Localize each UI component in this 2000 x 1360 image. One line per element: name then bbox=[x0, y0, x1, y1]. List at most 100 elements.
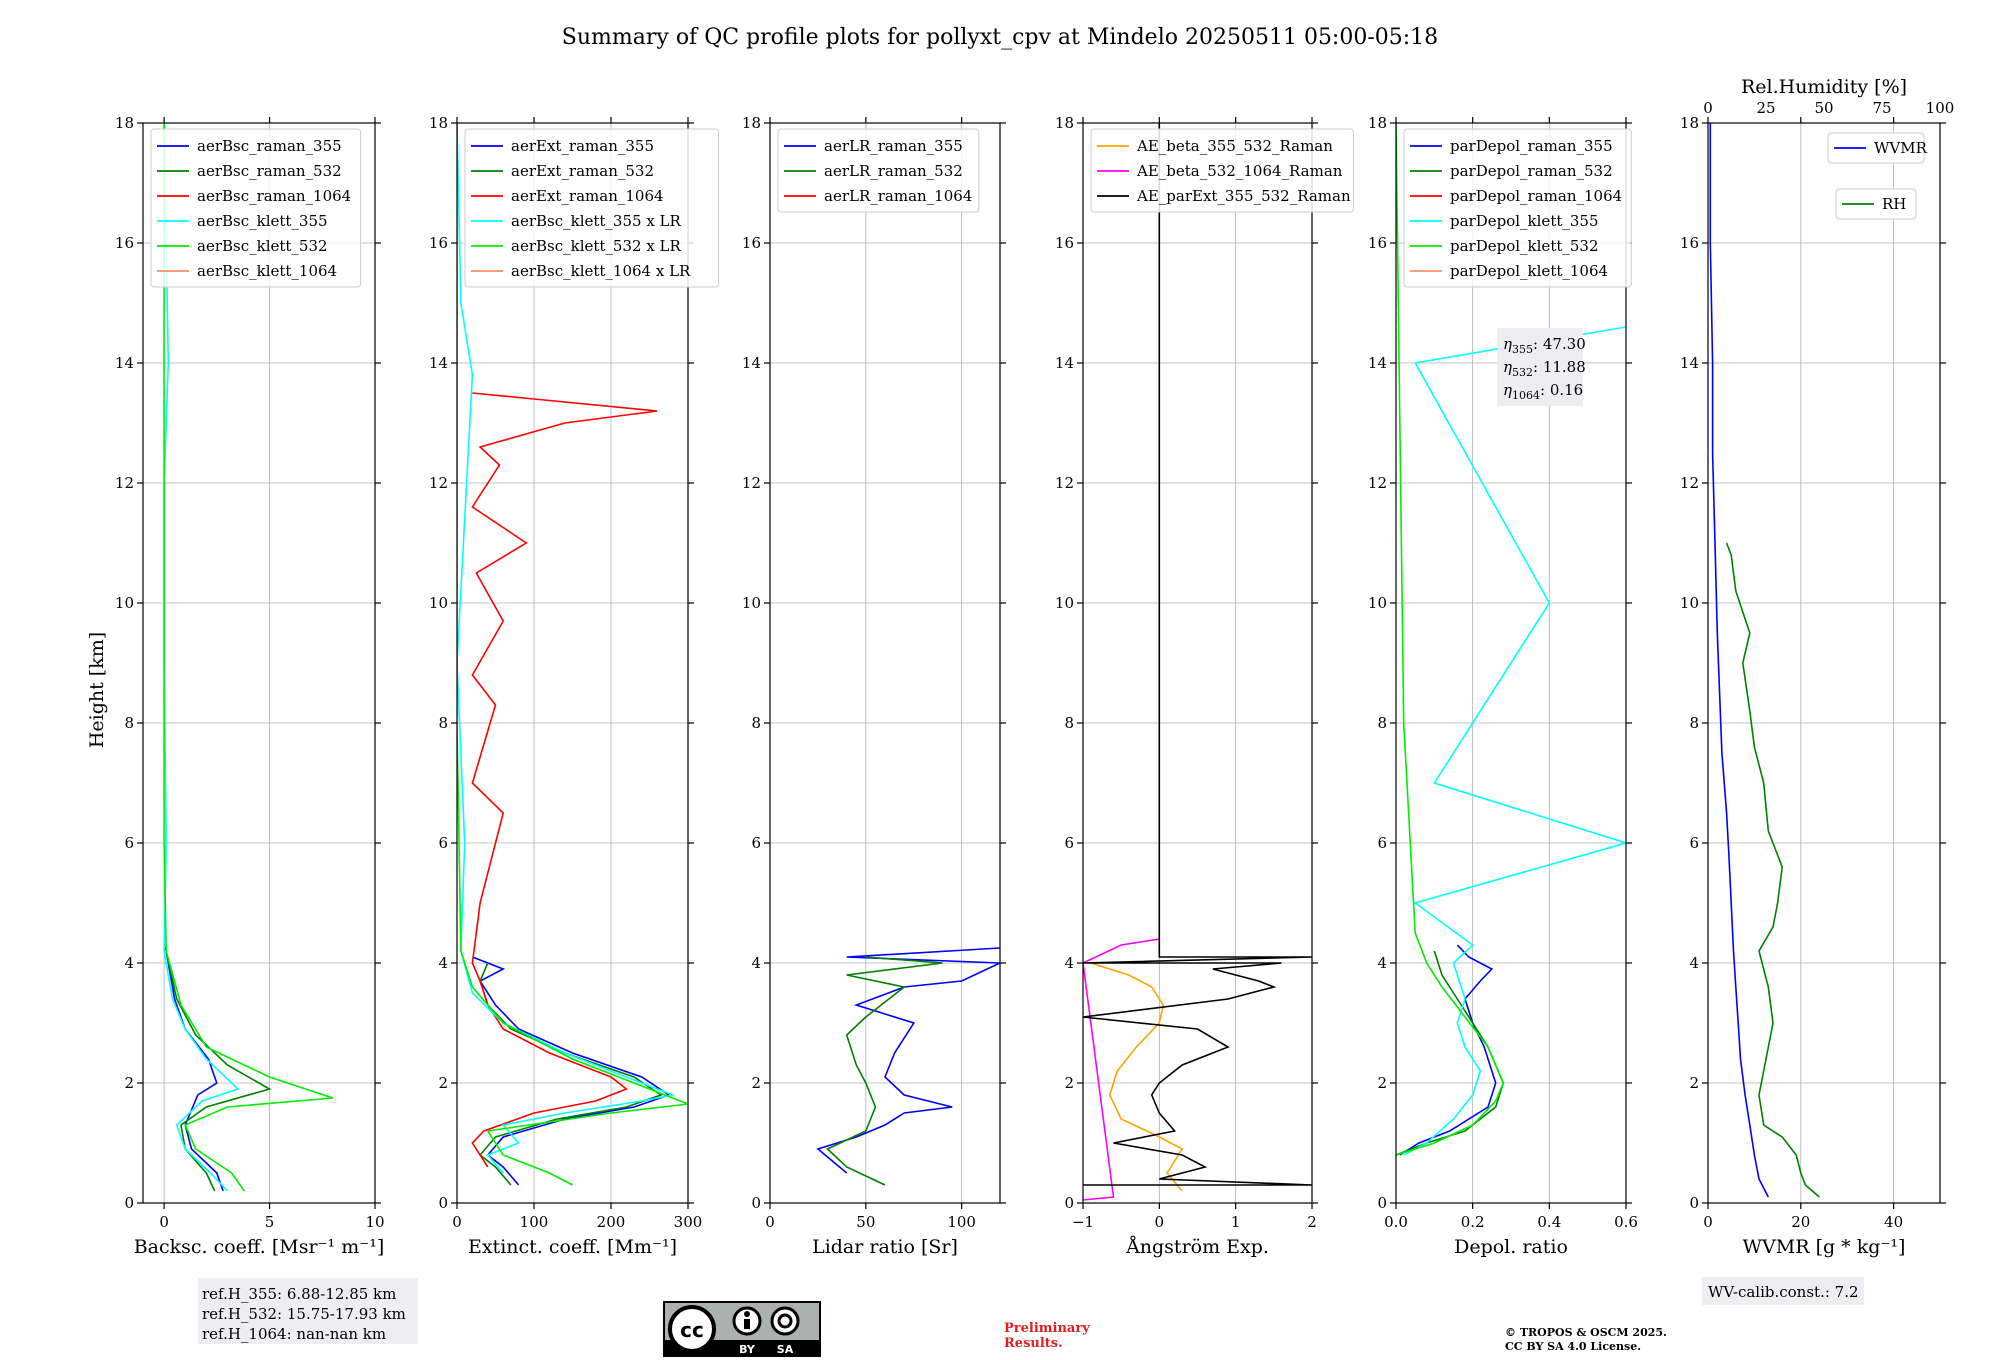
y-tick-label: 18 bbox=[115, 114, 134, 132]
legend-label: parDepol_klett_532 bbox=[1450, 237, 1599, 255]
y-tick-label: 6 bbox=[751, 834, 761, 852]
y-tick-label: 2 bbox=[438, 1074, 448, 1092]
x-tick-label: 50 bbox=[856, 1213, 875, 1231]
x-tick-label: 100 bbox=[520, 1213, 549, 1231]
y-tick-label: 6 bbox=[438, 834, 448, 852]
preliminary-line-1: Preliminary bbox=[1004, 1321, 1090, 1336]
series-line-parDepol_klett_355 bbox=[1403, 326, 1626, 1156]
axes-frame bbox=[142, 122, 376, 1204]
series-group bbox=[816, 947, 1000, 1186]
y-tick-label: 16 bbox=[115, 234, 134, 252]
legend-box bbox=[777, 128, 980, 213]
x-tick-label: 10 bbox=[365, 1213, 384, 1231]
legend-label: aerBsc_raman_355 bbox=[197, 137, 342, 155]
legend-box bbox=[1403, 128, 1632, 288]
series-line-aerBsc_raman_532 bbox=[165, 950, 272, 1192]
legend-label: aerBsc_klett_355 bbox=[197, 212, 328, 230]
series-line-aerBsc_klett_532 x LR bbox=[457, 123, 688, 1186]
series-group bbox=[1083, 123, 1312, 1201]
shared-y-axis-label: Height [km] bbox=[86, 632, 108, 748]
y-tick-label: 8 bbox=[1377, 714, 1387, 732]
y-tick-label: 0 bbox=[751, 1194, 761, 1212]
legend-box bbox=[150, 128, 362, 288]
y-tick-label: 6 bbox=[1064, 834, 1074, 852]
series-group bbox=[163, 123, 334, 1192]
y-tick-label: 0 bbox=[124, 1194, 134, 1212]
x-axis-label: Lidar ratio [Sr] bbox=[812, 1236, 958, 1258]
panel-5: 0.0 0.2 0.4 0.6 0 2 4 6 8 10 12 14 16 18 Depol. ratio p… bbox=[1368, 114, 1638, 1258]
y-tick-label: 8 bbox=[1689, 714, 1699, 732]
legend-label: parDepol_raman_1064 bbox=[1450, 187, 1622, 205]
series-line-AE_beta_355_532_Raman bbox=[1090, 962, 1184, 1192]
x-tick-label: 0 bbox=[452, 1213, 462, 1231]
y-tick-label: 14 bbox=[115, 354, 134, 372]
x-tick-label: 0 bbox=[1155, 1213, 1165, 1231]
y-tick-label: 18 bbox=[1055, 114, 1074, 132]
y-tick-label: 0 bbox=[1064, 1194, 1074, 1212]
panel-1: 0 5 10 0 2 4 6 8 10 12 14 16 18 Backsc. coeff. [Msr⁻¹… bbox=[115, 114, 385, 1258]
y-tick-label: 10 bbox=[115, 594, 134, 612]
wv-calibration-background bbox=[1702, 1277, 1864, 1305]
x-axis-label: Backsc. coeff. [Msr⁻¹ m⁻¹] bbox=[134, 1236, 385, 1258]
x-axis-label: Depol. ratio bbox=[1454, 1236, 1568, 1258]
copyright-line-2: CC BY SA 4.0 License. bbox=[1505, 1340, 1641, 1353]
top-x-tick-label: 50 bbox=[1814, 99, 1833, 117]
y-tick-label: 16 bbox=[429, 234, 448, 252]
legend-label: parDepol_klett_355 bbox=[1450, 212, 1599, 230]
series-line-parDepol_raman_532 bbox=[1396, 950, 1505, 1156]
series-line-aerLR_raman_532 bbox=[826, 956, 943, 1186]
legend-label: aerBsc_klett_532 bbox=[197, 237, 328, 255]
legend-label: aerLR_raman_532 bbox=[824, 162, 963, 180]
y-tick-label: 2 bbox=[124, 1074, 134, 1092]
refh-355: ref.H_355: 6.88-12.85 km bbox=[202, 1285, 396, 1303]
y-tick-label: 18 bbox=[742, 114, 761, 132]
y-tick-label: 18 bbox=[1368, 114, 1387, 132]
y-tick-label: 10 bbox=[1680, 594, 1699, 612]
x-tick-label: 20 bbox=[1791, 1213, 1810, 1231]
x-tick-label: 0 bbox=[1703, 1213, 1713, 1231]
series-line-parDepol_klett_532 bbox=[1396, 123, 1505, 1156]
series-line-aerLR_raman_355 bbox=[816, 947, 1000, 1174]
x-tick-label: 100 bbox=[947, 1213, 976, 1231]
series-group bbox=[1396, 123, 1626, 1156]
legend-label: parDepol_klett_1064 bbox=[1450, 262, 1608, 280]
y-tick-label: 6 bbox=[1377, 834, 1387, 852]
series-line-aerExt_raman_355 bbox=[472, 956, 671, 1186]
legend-label: aerLR_raman_1064 bbox=[824, 187, 972, 205]
series-line-AE_beta_532_1064_Raman bbox=[1083, 938, 1160, 1201]
y-tick-label: 8 bbox=[438, 714, 448, 732]
x-tick-label: 0 bbox=[159, 1213, 169, 1231]
top-x-axis-label: Rel.Humidity [%] bbox=[1741, 76, 1907, 98]
y-tick-label: 10 bbox=[742, 594, 761, 612]
legend-label: aerExt_raman_1064 bbox=[511, 187, 664, 205]
y-tick-label: 16 bbox=[1055, 234, 1074, 252]
y-tick-label: 4 bbox=[1689, 954, 1699, 972]
top-x-tick-label: 25 bbox=[1756, 99, 1775, 117]
legend-box bbox=[464, 128, 720, 288]
series-line-aerBsc_klett_355 x LR bbox=[457, 123, 676, 1174]
y-tick-label: 0 bbox=[438, 1194, 448, 1212]
legend-label: RH bbox=[1882, 195, 1906, 213]
x-tick-label: 40 bbox=[1884, 1213, 1903, 1231]
x-tick-label: 0 bbox=[765, 1213, 775, 1231]
x-axis-label: Ångström Exp. bbox=[1125, 1236, 1269, 1258]
top-x-tick-label: 0 bbox=[1703, 99, 1713, 117]
y-tick-label: 10 bbox=[429, 594, 448, 612]
legend-label: aerExt_raman_355 bbox=[511, 137, 654, 155]
y-tick-label: 8 bbox=[751, 714, 761, 732]
x-tick-label: 2 bbox=[1307, 1213, 1317, 1231]
legend-label: aerBsc_raman_532 bbox=[197, 162, 342, 180]
x-tick-label: 300 bbox=[674, 1213, 703, 1231]
legend-label: aerLR_raman_355 bbox=[824, 137, 963, 155]
axes-frame bbox=[1082, 122, 1313, 1204]
x-tick-label: 0.6 bbox=[1614, 1213, 1638, 1231]
y-tick-label: 2 bbox=[1377, 1074, 1387, 1092]
refh-532: ref.H_532: 15.75-17.93 km bbox=[202, 1305, 406, 1323]
y-tick-label: 4 bbox=[438, 954, 448, 972]
series-line-aerBsc_raman_355 bbox=[163, 944, 224, 1192]
axes-frame bbox=[1707, 122, 1941, 1204]
panel-6: 0 20 40 0 2 4 6 8 10 12 14 16 18 WVMR [g * kg⁻¹] 0 25 50… bbox=[1680, 76, 1954, 1258]
axes-frame bbox=[456, 122, 689, 1204]
axes-frame bbox=[769, 122, 1001, 1204]
